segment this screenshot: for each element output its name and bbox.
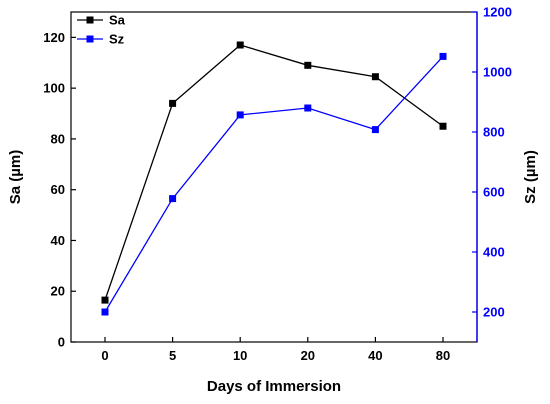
y-right-tick-label: 600 (483, 185, 505, 200)
y-left-tick-label: 40 (51, 233, 65, 248)
plot-frame (70, 11, 478, 343)
legend: Sa Sz (77, 13, 126, 47)
y-left-tick-label: 0 (58, 335, 65, 350)
x-tick-label: 10 (233, 348, 247, 363)
series-line-sz (104, 55, 444, 313)
data-point-sz (169, 195, 177, 203)
y-left-tick-label: 100 (43, 81, 65, 96)
x-tick-label: 5 (169, 348, 176, 363)
x-tick-label: 20 (301, 348, 315, 363)
y-right-tick-label: 1000 (483, 65, 512, 80)
legend-label-sz: Sz (109, 32, 125, 47)
x-tick-label: 80 (436, 348, 450, 363)
y-right-axis-title: Sz (µm) (522, 150, 539, 204)
data-point-sa (439, 122, 447, 130)
legend-label-sa: Sa (109, 13, 126, 28)
y-right-tick-label: 200 (483, 305, 505, 320)
data-point-sa (304, 61, 312, 69)
data-point-sz (101, 308, 109, 316)
y-right-tick-label: 1200 (483, 5, 512, 20)
axes: 0 5 10 20 40 80020406080100120200400600800100… (43, 5, 512, 364)
legend-marker-sz (86, 35, 94, 43)
x-axis-title: Days of Immersion (207, 378, 341, 395)
y-left-tick-label: 120 (43, 30, 65, 45)
data-point-sz (236, 111, 244, 119)
y-right-tick-label: 800 (483, 125, 505, 140)
y-left-tick-label: 80 (51, 131, 65, 146)
legend-marker-sa (86, 16, 94, 24)
data-point-sz (304, 104, 312, 112)
y-left-axis-title: Sa (µm) (7, 150, 24, 205)
series (101, 41, 447, 316)
data-point-sa (169, 99, 177, 107)
data-point-sz (371, 126, 379, 134)
x-tick-label: 40 (368, 348, 382, 363)
data-point-sa (371, 73, 379, 81)
y-left-tick-label: 60 (51, 182, 65, 197)
series-line-sa (104, 44, 444, 301)
data-point-sz (439, 52, 447, 60)
y-left-tick-label: 20 (51, 284, 65, 299)
x-tick-label: 0 (101, 348, 108, 363)
data-point-sa (236, 41, 244, 49)
data-point-sa (101, 296, 109, 304)
y-right-tick-label: 400 (483, 245, 505, 260)
